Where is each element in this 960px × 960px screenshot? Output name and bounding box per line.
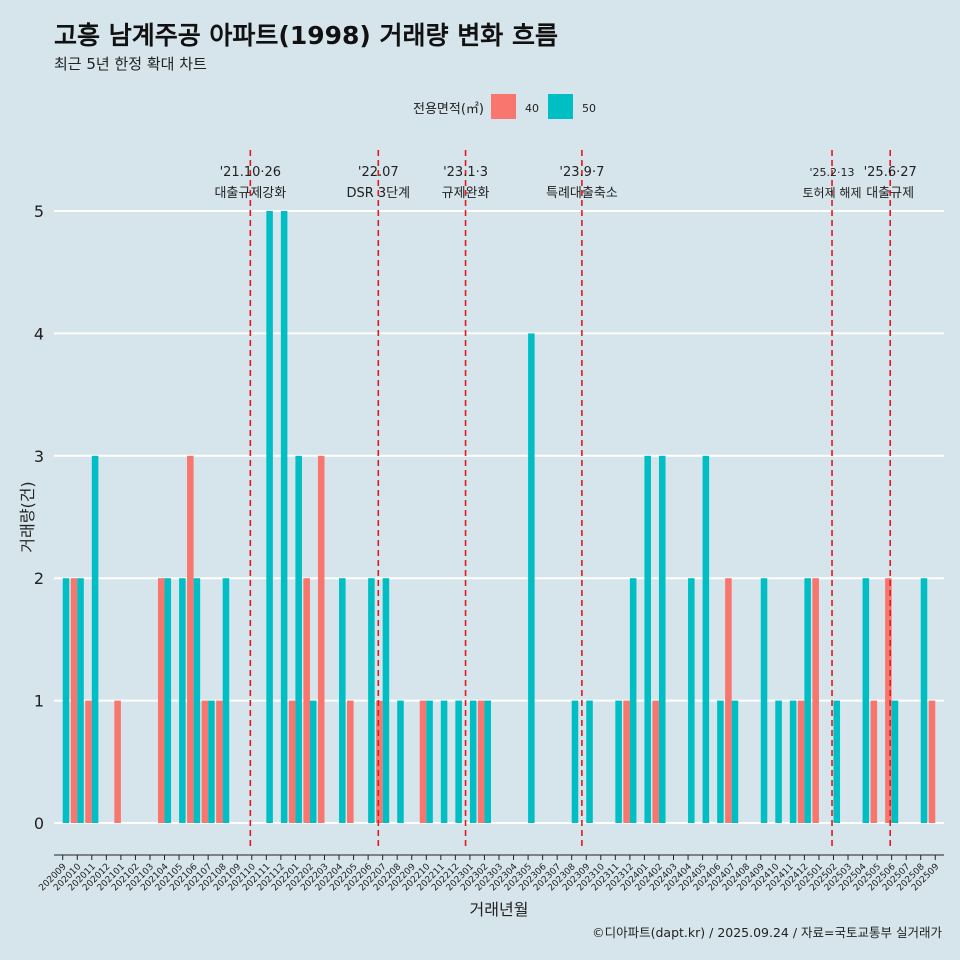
- bar-50-202111: [266, 211, 273, 823]
- bar-40-202203: [317, 455, 325, 823]
- bar-40-202402: [652, 700, 659, 823]
- bar-40-202108: [216, 700, 223, 823]
- bar-50-202106: [193, 578, 201, 823]
- bar-40-202207: [376, 700, 383, 823]
- bar-40-202312: [623, 700, 630, 823]
- bar-40-202106: [187, 455, 194, 823]
- chart-subtitle: 최근 5년 한정 확대 차트: [54, 55, 207, 73]
- event-date-label: '25.2·13: [810, 166, 855, 179]
- chart-caption: ©디아파트(dapt.kr) / 2025.09.24 / 자료=국토교통부 실…: [592, 925, 942, 940]
- bar-50-202206: [368, 578, 375, 823]
- bar-50-202207: [382, 578, 390, 823]
- y-tick-label: 5: [34, 202, 44, 221]
- event-name-label: 특례대출축소: [546, 186, 618, 201]
- bar-40-202505: [870, 700, 878, 823]
- bar-40-202101: [114, 700, 121, 823]
- legend-swatch-50: [548, 94, 573, 119]
- bar-50-202112: [280, 211, 288, 823]
- event-name-label: DSR 3단계: [346, 186, 410, 201]
- bar-40-202407: [725, 578, 732, 823]
- bar-40-202210: [419, 700, 427, 823]
- event-name-label: 규제완화: [442, 186, 490, 201]
- bar-40-202202: [303, 578, 310, 823]
- bar-50-202504: [862, 578, 870, 823]
- y-tick-label: 1: [34, 692, 44, 711]
- legend-label-40: 40: [525, 102, 539, 115]
- bar-50-202506: [891, 700, 899, 823]
- bar-40-202501: [812, 578, 819, 823]
- event-date-label: '23.9·7: [559, 165, 604, 180]
- event-name-label: 대출규제강화: [214, 186, 286, 201]
- event-date-label: '25.6·27: [864, 165, 917, 180]
- bar-50-202105: [179, 578, 186, 823]
- bar-50-202210: [426, 700, 433, 823]
- bar-50-202308: [571, 700, 579, 823]
- bar-50-202401: [644, 455, 651, 823]
- y-tick-label: 4: [34, 324, 44, 343]
- bar-50-202107: [208, 700, 215, 823]
- bar-50-202502: [833, 700, 841, 823]
- bar-50-202412: [804, 578, 811, 823]
- bar-50-202404: [688, 578, 695, 823]
- bar-50-202406: [717, 700, 724, 823]
- y-axis-title: 거래량(건): [18, 481, 37, 552]
- bar-40-202302: [477, 700, 485, 823]
- bar-50-202108: [222, 578, 230, 823]
- y-tick-label: 0: [34, 814, 44, 833]
- event-date-label: '22.07: [358, 165, 399, 180]
- bar-50-202508: [920, 578, 928, 823]
- bar-50-202312: [629, 578, 637, 823]
- bar-50-202411: [789, 700, 797, 823]
- bar-50-202301: [469, 700, 477, 823]
- bar-40-202205: [347, 700, 354, 823]
- bar-50-202204: [339, 578, 346, 823]
- bar-50-202009: [62, 578, 70, 823]
- event-name-label: 대출규제: [866, 186, 914, 201]
- bar-40-202104: [157, 578, 165, 823]
- bar-50-202405: [702, 455, 710, 823]
- legend-label-50: 50: [582, 102, 596, 115]
- bar-50-202402: [658, 455, 666, 823]
- event-date-label: '23.1·3: [443, 165, 488, 180]
- event-date-label: '21.10·26: [220, 165, 281, 180]
- bar-40-202201: [288, 700, 296, 823]
- legend-swatch-40: [491, 94, 516, 119]
- bar-50-202409: [760, 578, 768, 823]
- bar-50-202309: [586, 700, 593, 823]
- bar-50-202211: [440, 700, 448, 823]
- event-name-label: 토허제 해제: [803, 186, 862, 200]
- bar-50-202311: [615, 700, 622, 823]
- bar-40-202509: [928, 700, 936, 823]
- bar-50-202212: [455, 700, 462, 823]
- bar-50-202208: [397, 700, 404, 823]
- bar-50-202201: [295, 455, 302, 823]
- bar-50-202202: [309, 700, 317, 823]
- bar-50-202410: [775, 700, 782, 823]
- bar-50-202302: [484, 700, 492, 823]
- legend-title: 전용면적(㎡): [413, 102, 484, 117]
- bar-40-202011: [85, 700, 92, 823]
- bar-50-202010: [77, 578, 84, 823]
- bar-40-202412: [797, 700, 805, 823]
- bar-50-202011: [91, 455, 99, 823]
- bar-50-202305: [528, 333, 535, 823]
- bar-40-202010: [70, 578, 78, 823]
- bar-40-202506: [885, 578, 892, 823]
- y-tick-label: 2: [34, 569, 44, 588]
- chart-title: 고흥 남계주공 아파트(1998) 거래량 변화 흐름: [54, 21, 558, 50]
- y-tick-label: 3: [34, 447, 44, 466]
- x-axis-title: 거래년월: [470, 900, 529, 919]
- bar-50-202407: [731, 700, 739, 823]
- bar-50-202104: [164, 578, 172, 823]
- bar-40-202107: [201, 700, 209, 823]
